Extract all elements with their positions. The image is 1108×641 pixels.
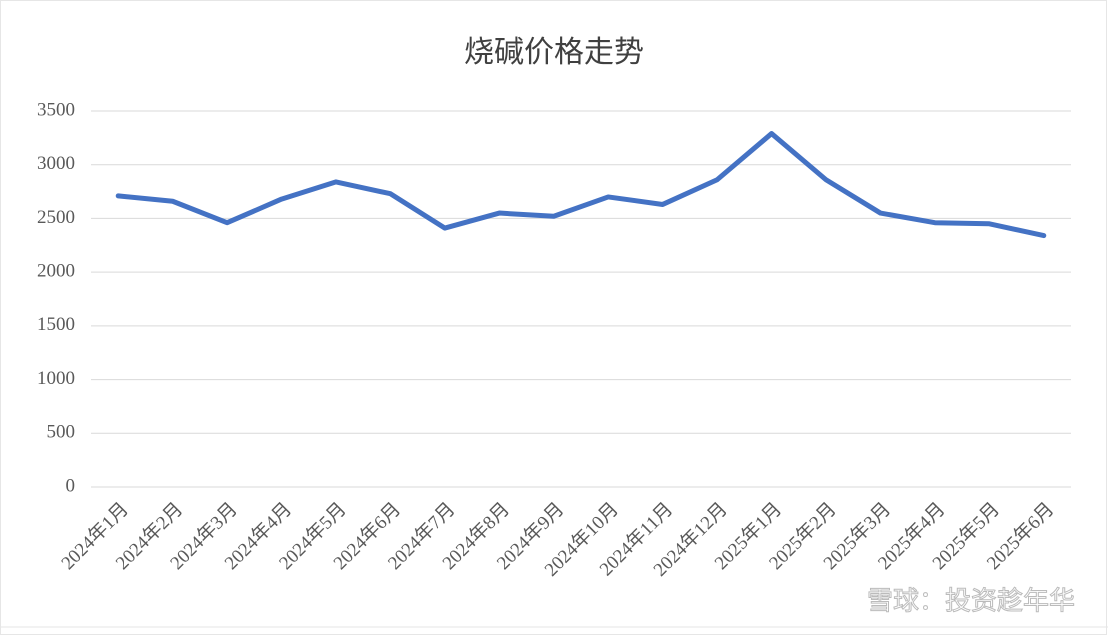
y-tick-label: 500	[47, 422, 76, 443]
y-tick-label: 3000	[37, 153, 75, 174]
y-tick-label: 3500	[37, 99, 75, 120]
y-tick-label: 2000	[37, 261, 75, 282]
y-tick-label: 1500	[37, 314, 75, 335]
chart-title: 烧碱价格走势	[464, 36, 644, 69]
y-tick-label: 2500	[37, 207, 75, 228]
line-series	[115, 131, 1047, 239]
y-tick-label: 0	[66, 475, 76, 496]
watermark: 雪球：投资趁年华	[867, 587, 1075, 617]
y-tick-label: 1000	[37, 368, 75, 389]
